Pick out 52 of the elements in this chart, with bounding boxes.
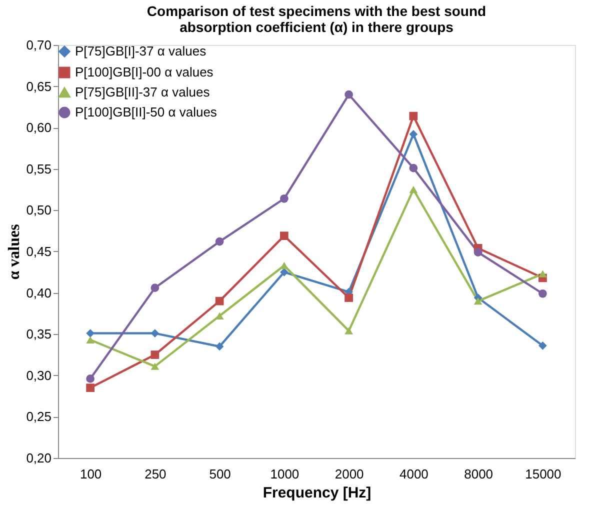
- point: [344, 327, 353, 334]
- y-tick-label: 0,30: [26, 368, 52, 383]
- y-tick-label: 0,60: [26, 120, 52, 136]
- x-tick-label: 500: [209, 466, 231, 482]
- point: [215, 296, 224, 306]
- y-axis-title: α values: [6, 224, 24, 280]
- y-tick-label: 0,45: [26, 244, 52, 259]
- point: [409, 164, 418, 172]
- point: [150, 362, 160, 370]
- point: [150, 284, 160, 292]
- point: [538, 270, 547, 278]
- y-tick-label: 0,65: [26, 78, 52, 94]
- y-tick-label: 0,20: [26, 450, 52, 466]
- point: [86, 384, 94, 392]
- point: [280, 232, 288, 240]
- legend-label: P[100]GB[II]-50 α values: [75, 104, 218, 120]
- y-tick-label: 0,40: [26, 285, 52, 300]
- chart-title: Comparison of test specimens with the best sound absorption coefficient (α) in there groups: [146, 3, 486, 35]
- x-tick-label: 250: [144, 466, 166, 482]
- point: [150, 329, 160, 338]
- x-tick-label: 8000: [464, 466, 494, 482]
- point: [280, 194, 288, 203]
- y-tick-label: 0,50: [26, 202, 52, 218]
- point: [409, 186, 418, 194]
- point: [538, 289, 547, 298]
- point: [280, 262, 288, 270]
- point: [86, 329, 94, 338]
- point: [86, 374, 94, 383]
- x-tick-label: 15000: [525, 466, 562, 482]
- point: [474, 248, 482, 256]
- point: [215, 342, 224, 351]
- point: [150, 350, 160, 359]
- legend-label: P[75]GB[I]-37 α values: [75, 44, 207, 58]
- point: [474, 297, 482, 305]
- point: [409, 112, 418, 120]
- y-tick-label: 0,70: [26, 38, 52, 52]
- y-tick-label: 0,25: [26, 409, 52, 424]
- x-tick-label: 1000: [270, 466, 300, 482]
- x-axis-title: Frequency [Hz]: [262, 484, 372, 502]
- y-tick-label: 0,55: [26, 161, 52, 176]
- legend-label: P[100]GB[I]-00 α values: [75, 64, 214, 80]
- x-tick-label: 100: [80, 466, 102, 482]
- point: [344, 90, 353, 99]
- x-tick-label: 4000: [399, 466, 428, 482]
- point: [409, 130, 418, 138]
- y-tick-label: 0,35: [26, 326, 52, 342]
- point: [538, 341, 547, 350]
- point: [86, 336, 94, 344]
- point: [344, 294, 353, 302]
- point: [215, 237, 224, 246]
- x-tick-label: 2000: [334, 466, 364, 482]
- legend-label: P[75]GB[II]-37 α values: [75, 84, 210, 100]
